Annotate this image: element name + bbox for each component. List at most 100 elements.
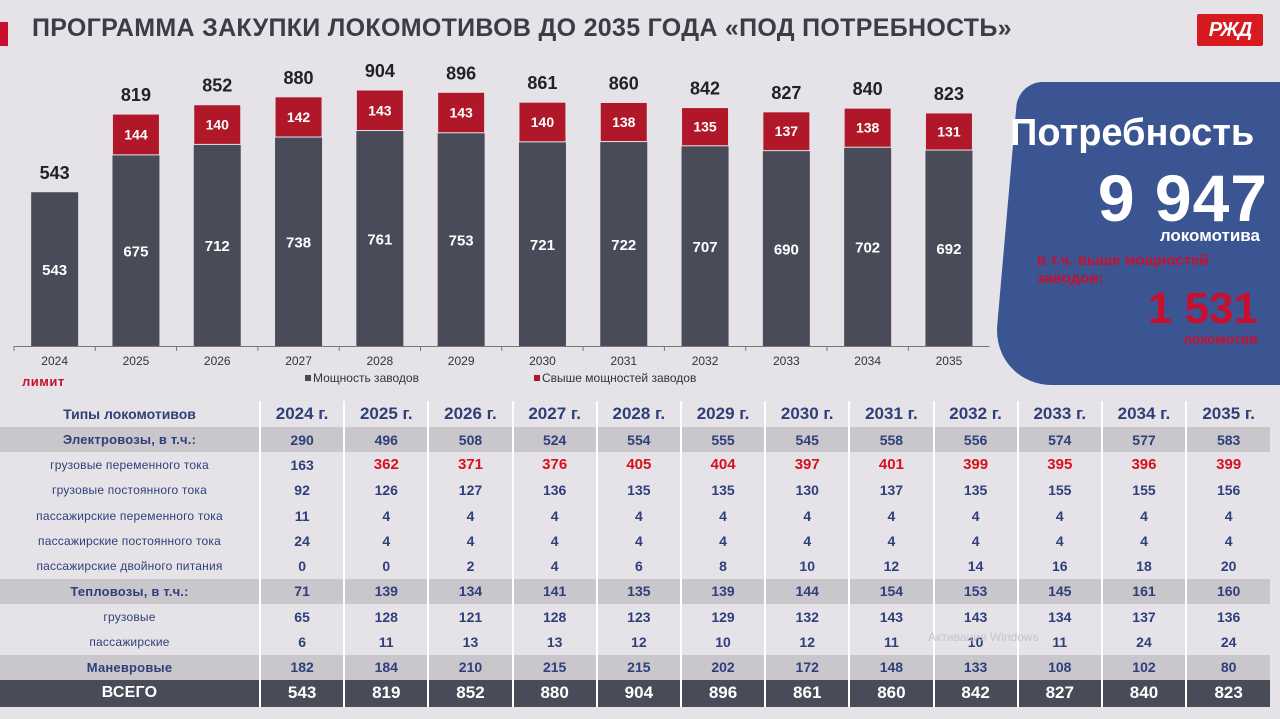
bar-capacity xyxy=(518,141,566,346)
x-tick-label: 2029 xyxy=(448,354,475,368)
bar-total-label: 896 xyxy=(446,63,476,83)
bar-capacity xyxy=(193,144,241,346)
total-cell: 880 xyxy=(512,679,598,707)
need-excess-unit: локомотив xyxy=(1183,331,1258,347)
table-cell: 371 xyxy=(428,452,514,478)
table-cell: 153 xyxy=(933,578,1019,605)
table-cell: 11 xyxy=(260,502,346,529)
table-cell: 143 xyxy=(849,604,935,630)
table-cell: 210 xyxy=(428,654,514,680)
table-cell: 161 xyxy=(1101,578,1188,605)
table-cell: 10 xyxy=(933,629,1019,655)
legend-capacity-label: Мощность заводов xyxy=(313,371,419,385)
bar-excess xyxy=(518,101,567,143)
table-cell: 92 xyxy=(260,477,346,503)
table-cell: 126 xyxy=(344,477,430,503)
table-cell: 4 xyxy=(428,528,514,554)
x-tick-label: 2031 xyxy=(610,354,637,368)
x-tick-label: 2025 xyxy=(123,354,150,368)
table-cell: 4 xyxy=(596,502,682,529)
bar-capacity xyxy=(437,132,485,346)
total-cell: 543 xyxy=(260,679,346,707)
table-cell: 395 xyxy=(1017,452,1103,478)
total-label: ВСЕГО xyxy=(0,679,261,707)
table-total-row: ВСЕГО 543 819 852 880 904 896 861 860 842 827 840 82… xyxy=(0,679,1271,707)
table-header-row: Типы локомотивов 2024 г. 2025 г. 2026 г. 20… xyxy=(0,401,1270,427)
table-cell: 215 xyxy=(596,654,682,680)
limit-label: лимит xyxy=(22,374,65,389)
bar-excess xyxy=(274,96,323,138)
table-cell: 215 xyxy=(512,654,598,680)
bar-excess xyxy=(355,89,404,132)
table-header-year: 2026 г. xyxy=(428,401,514,427)
bar-total-label: 860 xyxy=(609,73,639,93)
rzd-logo: РЖД xyxy=(1197,14,1263,46)
table-cell: 13 xyxy=(428,629,514,655)
bar-excess-label: 144 xyxy=(124,126,148,142)
table-cell: 12 xyxy=(765,629,851,655)
table-cell: 362 xyxy=(344,452,430,478)
table-cell: 155 xyxy=(1101,477,1188,503)
table-cell: 4 xyxy=(933,502,1019,529)
table-cell: 290 xyxy=(260,427,346,453)
table-cell: 108 xyxy=(1017,654,1103,680)
table-cell: 577 xyxy=(1101,427,1188,453)
total-cell: 860 xyxy=(849,679,935,707)
table-cell: 556 xyxy=(933,427,1019,453)
title-accent-bar xyxy=(0,22,8,46)
table-cell: 4 xyxy=(765,502,851,529)
row-label: пассажирские переменного тока xyxy=(0,502,261,529)
table-cell: 8 xyxy=(680,553,767,579)
table-cell: 24 xyxy=(1101,629,1188,655)
table-cell: 182 xyxy=(260,654,346,680)
total-cell: 861 xyxy=(765,679,851,707)
table-cell: 4 xyxy=(1017,528,1103,554)
table-row: грузовые переменного тока 163 362 371 376 405… xyxy=(0,452,1270,478)
table-cell: 128 xyxy=(344,604,430,630)
table-cell: 71 xyxy=(260,578,346,605)
table-header-year: 2029 г. xyxy=(680,401,767,427)
total-cell: 842 xyxy=(933,679,1019,707)
bar-excess xyxy=(924,112,973,151)
need-excess: 1 531 xyxy=(1147,284,1258,333)
table-cell: 123 xyxy=(596,604,682,630)
table-cell: 4 xyxy=(680,502,767,529)
bar-capacity-label: 712 xyxy=(205,238,230,255)
bar-excess-label: 140 xyxy=(206,117,230,133)
table-cell: 137 xyxy=(849,477,935,503)
table-header-year: 2030 г. xyxy=(765,401,851,427)
table-cell: 397 xyxy=(765,452,851,478)
bar-capacity-label: 722 xyxy=(611,237,636,254)
table-cell: 399 xyxy=(933,452,1019,478)
table-cell: 135 xyxy=(596,578,682,605)
table-cell: 401 xyxy=(849,452,935,478)
table-cell: 555 xyxy=(680,427,767,453)
need-unit: локомотива xyxy=(1159,226,1260,245)
locomotive-chart: 543 543 2024 144 675 819 2025 140 712 852 2026 142 7… xyxy=(13,61,990,368)
table-row: Электровозы, в т.ч.: 290 496 508 524 554 555 54… xyxy=(0,427,1271,453)
table-cell: 508 xyxy=(428,427,514,453)
table-header-year: 2028 г. xyxy=(596,401,682,427)
table-cell: 11 xyxy=(344,629,430,655)
table-header-year: 2025 г. xyxy=(344,401,430,427)
row-label: пассажирские постоянного тока xyxy=(0,528,261,554)
table-cell: 4 xyxy=(849,528,935,554)
table-cell: 155 xyxy=(1017,477,1103,503)
total-cell: 840 xyxy=(1101,679,1188,707)
row-label: грузовые постоянного тока xyxy=(0,477,261,503)
bar-capacity xyxy=(275,137,323,346)
table-cell: 4 xyxy=(344,502,430,529)
row-label: Маневровые xyxy=(0,654,261,680)
table-cell: 558 xyxy=(849,427,935,453)
table-cell: 136 xyxy=(1216,608,1241,625)
table-cell: 139 xyxy=(344,578,430,605)
table-cell: 102 xyxy=(1101,654,1188,680)
table-cell: 135 xyxy=(933,477,1019,503)
need-value: 9 947 xyxy=(1097,161,1268,235)
table-cell: 130 xyxy=(765,477,851,503)
table-cell: 4 xyxy=(512,528,598,554)
table-cell: 4 xyxy=(1224,507,1233,524)
row-label: Электровозы, в т.ч.: xyxy=(0,427,261,453)
bar-total-label: 543 xyxy=(40,163,70,183)
table-cell: 404 xyxy=(680,452,767,478)
